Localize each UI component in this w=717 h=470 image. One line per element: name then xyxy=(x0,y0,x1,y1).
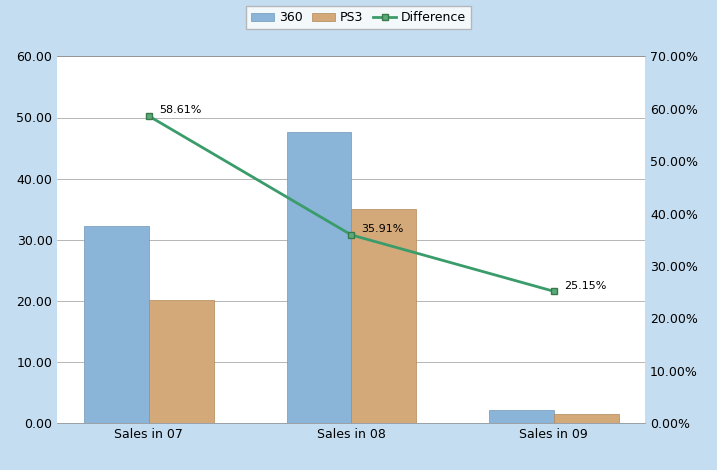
Bar xyxy=(149,299,214,423)
Text: 35.91%: 35.91% xyxy=(361,224,404,235)
Legend: 360, PS3, Difference: 360, PS3, Difference xyxy=(246,6,471,29)
Text: 58.61%: 58.61% xyxy=(159,105,201,116)
Bar xyxy=(554,414,619,423)
Bar xyxy=(351,209,416,423)
Bar xyxy=(287,132,351,423)
Text: 25.15%: 25.15% xyxy=(564,281,607,290)
Bar xyxy=(489,410,554,423)
Bar xyxy=(84,226,149,423)
